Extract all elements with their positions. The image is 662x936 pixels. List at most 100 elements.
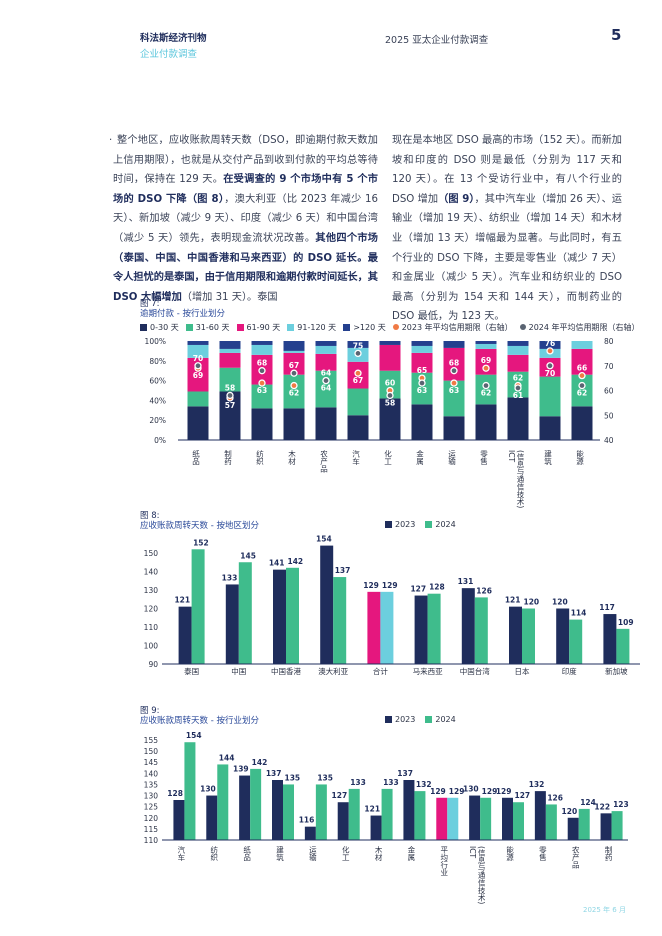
point-value-label: 68 xyxy=(257,359,267,368)
stacked-bar-segment xyxy=(251,384,273,409)
legend-label: 2023 xyxy=(395,715,416,724)
category-label: 印度 xyxy=(562,666,577,676)
category-label: 化工 xyxy=(341,845,350,862)
bar-2024 xyxy=(414,791,426,840)
legend-swatch xyxy=(425,716,433,723)
point-value-label: 67 xyxy=(353,376,363,385)
category-label: 能源 xyxy=(505,845,514,863)
bar-value-label: 129 xyxy=(482,787,498,796)
y-tick-label: 150 xyxy=(144,549,159,558)
bar-value-label: 132 xyxy=(529,780,545,789)
bar-value-label: 130 xyxy=(200,785,216,794)
credit-term-dot xyxy=(258,367,266,375)
category-label: 汽车 xyxy=(351,449,360,467)
bar-value-label: 137 xyxy=(335,566,351,575)
bar-2024 xyxy=(447,797,459,840)
stacked-bar-segment xyxy=(219,341,241,349)
legend-swatch xyxy=(287,324,295,331)
bar-2023 xyxy=(239,775,251,840)
category-label: 纸品 xyxy=(242,845,251,863)
right-text-segment: （图 9） xyxy=(438,193,475,205)
y-tick-label: 100% xyxy=(145,337,166,346)
legend-swatch xyxy=(236,324,244,331)
bar-2023 xyxy=(367,591,381,664)
stacked-bar-segment xyxy=(219,352,241,368)
legend-label: 2023 xyxy=(395,520,416,529)
bar-2023 xyxy=(534,791,546,840)
y-tick-label: 140 xyxy=(144,769,159,778)
stacked-bar-segment xyxy=(475,343,497,349)
category-label: 农产品 xyxy=(319,449,328,474)
bar-value-label: 152 xyxy=(193,538,209,547)
bar-2024 xyxy=(380,591,394,664)
legend-swatch xyxy=(385,521,392,528)
stacked-bar-segment xyxy=(475,341,497,344)
stacked-bar-segment xyxy=(251,341,273,345)
category-label: 建筑 xyxy=(275,845,284,863)
stacked-bar-segment xyxy=(251,344,273,355)
legend-label: 61-90 天 xyxy=(246,323,281,332)
figure-9-legend: 2023 2024 xyxy=(385,715,456,724)
category-label: 日本 xyxy=(515,666,530,676)
credit-term-dot xyxy=(514,384,522,392)
bar-value-label: 129 xyxy=(430,787,446,796)
y-tick-label: 90 xyxy=(148,660,158,669)
stacked-bar-segment xyxy=(187,344,209,358)
credit-term-dot xyxy=(546,347,554,355)
stacked-bar-segment xyxy=(475,404,497,440)
bar-value-label: 130 xyxy=(463,785,479,794)
point-value-label: 75 xyxy=(353,341,363,350)
point-value-label: 69 xyxy=(481,356,491,365)
category-label: 中国台湾 xyxy=(460,666,490,676)
stacked-bar-segment xyxy=(539,341,561,349)
stacked-bar-segment xyxy=(315,370,337,408)
point-value-label: 70 xyxy=(545,369,555,378)
category-label: 零售 xyxy=(479,450,488,467)
bar-value-label: 142 xyxy=(288,557,304,566)
bullet: · xyxy=(109,135,113,146)
stacked-bar-segment xyxy=(379,344,401,371)
y-tick-label: 120 xyxy=(144,605,159,614)
y2-tick-label: 70 xyxy=(604,362,614,371)
legend-swatch xyxy=(343,324,351,331)
category-label: 金属 xyxy=(407,845,416,863)
bar-value-label: 135 xyxy=(317,773,333,782)
category-label: 纺织 xyxy=(210,845,219,863)
legend-item: 31-60 天 xyxy=(185,322,230,333)
bar-value-label: 131 xyxy=(458,577,474,586)
legend-item: 2024 xyxy=(425,520,456,529)
bar-2023 xyxy=(603,614,617,664)
left-text-segment: （增加 31 天）。泰国 xyxy=(181,291,278,303)
page-number: 5 xyxy=(611,26,622,44)
y-tick-label: 125 xyxy=(144,803,159,812)
legend-item: >120 天 xyxy=(343,322,386,333)
bar-value-label: 121 xyxy=(364,805,380,814)
stacked-bar-segment xyxy=(347,415,369,440)
point-value-label: 63 xyxy=(449,386,459,395)
y-tick-label: 110 xyxy=(144,836,159,845)
stacked-bar-segment xyxy=(315,345,337,354)
y-tick-label: 145 xyxy=(144,758,159,767)
category-label: 农产品 xyxy=(571,845,580,870)
category-label: 能源 xyxy=(575,449,584,467)
legend-item: 2024 xyxy=(425,715,456,724)
credit-term-dot xyxy=(258,379,266,387)
bar-2023 xyxy=(502,797,513,840)
credit-term-dot xyxy=(450,367,458,375)
category-label: 马来西亚 xyxy=(413,667,443,676)
bar-2024 xyxy=(217,764,229,840)
stacked-bar-segment xyxy=(315,341,337,346)
stacked-bar-segment xyxy=(379,341,401,345)
figure-8-title: 应收账款周转天数 - 按地区划分 xyxy=(140,521,259,531)
stacked-bar-segment xyxy=(475,348,497,375)
figure-8-label: 图 8: xyxy=(140,511,160,521)
credit-term-dot xyxy=(578,372,586,380)
bar-2023 xyxy=(556,608,570,664)
legend-item: 2023 xyxy=(385,715,415,724)
bar-2024 xyxy=(611,811,623,840)
bar-value-label: 109 xyxy=(618,618,634,627)
stacked-bar-segment xyxy=(219,367,241,392)
stacked-bar-segment xyxy=(507,354,529,372)
stacked-bar-segment xyxy=(187,341,209,345)
stacked-bar-segment xyxy=(571,341,593,349)
